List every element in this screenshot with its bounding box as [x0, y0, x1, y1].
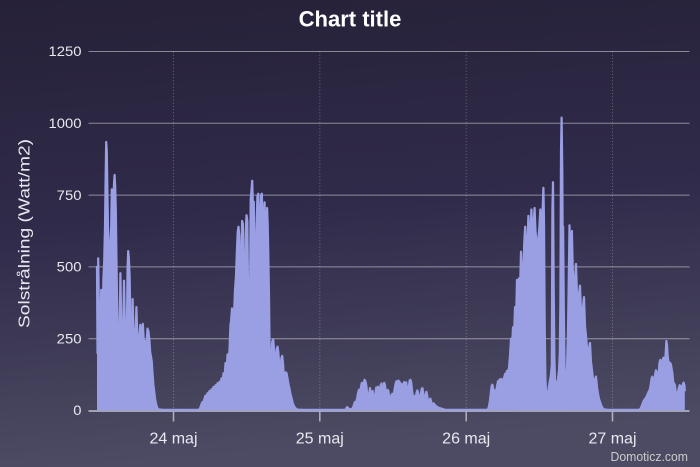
svg-text:Chart title: Chart title [299, 7, 402, 32]
svg-text:25 maj: 25 maj [296, 431, 344, 448]
svg-text:Solstrålning (Watt/m2): Solstrålning (Watt/m2) [17, 139, 34, 328]
svg-text:1000: 1000 [49, 116, 82, 131]
svg-text:750: 750 [57, 188, 82, 203]
svg-text:500: 500 [57, 260, 82, 275]
svg-text:0: 0 [73, 403, 81, 418]
svg-text:27 maj: 27 maj [588, 431, 636, 448]
svg-text:24 maj: 24 maj [149, 431, 197, 448]
svg-text:Domoticz.com: Domoticz.com [611, 449, 689, 464]
svg-text:1250: 1250 [49, 44, 82, 59]
svg-text:26 maj: 26 maj [442, 431, 490, 448]
svg-text:250: 250 [57, 331, 82, 346]
